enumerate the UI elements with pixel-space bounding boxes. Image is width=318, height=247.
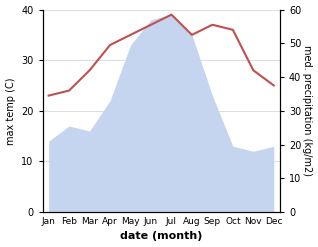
X-axis label: date (month): date (month) xyxy=(120,231,203,242)
Y-axis label: max temp (C): max temp (C) xyxy=(5,77,16,144)
Y-axis label: med. precipitation (kg/m2): med. precipitation (kg/m2) xyxy=(302,45,313,176)
